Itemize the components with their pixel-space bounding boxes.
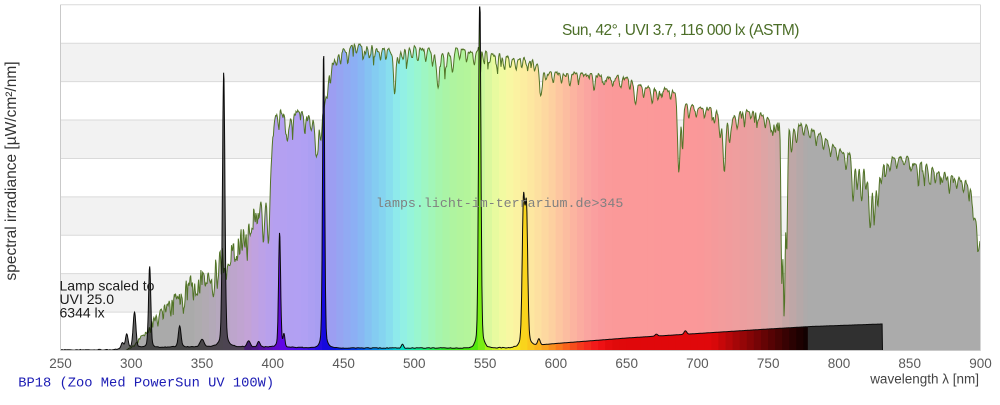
svg-text:UVI 25.0: UVI 25.0 <box>60 291 115 307</box>
svg-text:BP18 (Zoo Med PowerSun UV 100W: BP18 (Zoo Med PowerSun UV 100W) <box>18 376 274 392</box>
svg-text:250: 250 <box>49 356 72 371</box>
svg-text:400: 400 <box>262 356 285 371</box>
svg-text:850: 850 <box>898 356 921 371</box>
svg-text:350: 350 <box>191 356 214 371</box>
svg-text:750: 750 <box>757 356 780 371</box>
svg-text:500: 500 <box>403 356 426 371</box>
svg-text:650: 650 <box>615 356 638 371</box>
svg-text:Sun, 42°, UVI 3.7, 116 000 lx: Sun, 42°, UVI 3.7, 116 000 lx (ASTM) <box>562 22 799 39</box>
svg-text:wavelength λ [nm]: wavelength λ [nm] <box>869 372 979 387</box>
svg-text:450: 450 <box>332 356 355 371</box>
svg-text:lamps.licht-im-terrarium.de>34: lamps.licht-im-terrarium.de>345 <box>376 196 623 211</box>
svg-text:spectral irradiance [µW/cm²/nm: spectral irradiance [µW/cm²/nm] <box>3 61 20 280</box>
svg-text:Lamp scaled to: Lamp scaled to <box>60 278 155 294</box>
svg-text:900: 900 <box>969 356 992 371</box>
svg-text:300: 300 <box>120 356 143 371</box>
svg-text:550: 550 <box>474 356 497 371</box>
svg-text:600: 600 <box>545 356 568 371</box>
svg-text:800: 800 <box>828 356 851 371</box>
svg-text:700: 700 <box>686 356 709 371</box>
svg-text:6344 lx: 6344 lx <box>60 305 105 321</box>
